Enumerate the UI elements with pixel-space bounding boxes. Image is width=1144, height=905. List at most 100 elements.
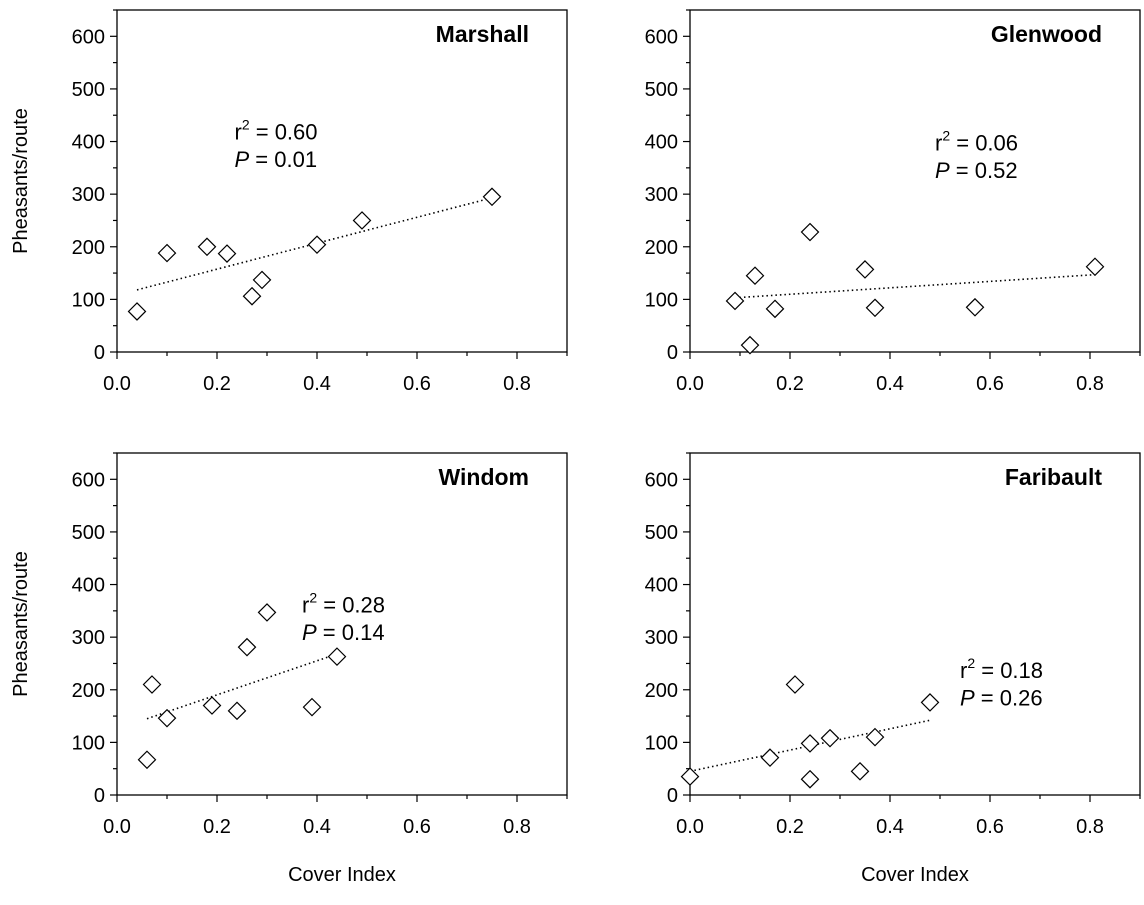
panel-title: Glenwood bbox=[991, 21, 1102, 47]
data-point-diamond bbox=[127, 302, 147, 321]
x-tick-label: 0.0 bbox=[676, 373, 704, 395]
p-value-annotation: P = 0.26 bbox=[960, 686, 1043, 711]
data-point-diamond bbox=[850, 761, 870, 781]
data-point-diamond bbox=[482, 187, 502, 207]
data-point-diamond bbox=[785, 675, 805, 694]
y-tick-label: 100 bbox=[72, 732, 105, 754]
p-symbol: P bbox=[235, 147, 250, 172]
data-point-diamond bbox=[327, 647, 347, 666]
x-tick-label: 0.0 bbox=[103, 373, 131, 395]
y-tick-label: 200 bbox=[72, 680, 105, 702]
y-tick-label: 600 bbox=[72, 469, 105, 491]
y-tick-label: 300 bbox=[645, 627, 678, 649]
x-tick-label: 0.4 bbox=[303, 373, 331, 395]
y-axis-label: Pheasants/route bbox=[10, 108, 32, 254]
data-point-diamond bbox=[137, 750, 157, 770]
r-symbol: r bbox=[935, 130, 942, 155]
data-point-diamond bbox=[800, 222, 820, 242]
data-point-diamond bbox=[765, 299, 785, 319]
x-tick-label: 0.2 bbox=[203, 373, 231, 395]
y-tick-label: 400 bbox=[645, 132, 678, 154]
p-symbol: P bbox=[960, 686, 975, 711]
data-point-diamond bbox=[257, 603, 277, 622]
y-tick-label: 300 bbox=[72, 627, 105, 649]
x-tick-label: 0.6 bbox=[403, 816, 431, 838]
data-point-diamond bbox=[740, 335, 760, 355]
p-value-annotation: P = 0.14 bbox=[302, 620, 385, 645]
panel-windom: 0 100 200 300 400 500 600 0.0 0.2 0.4 0.6 0.8 Windom… bbox=[10, 452, 568, 886]
y-tick-label: 400 bbox=[645, 575, 678, 597]
y-tick-label: 0 bbox=[94, 785, 105, 807]
y-tick-label: 400 bbox=[72, 132, 105, 154]
y-tick-label: 300 bbox=[645, 184, 678, 206]
y-tick-label: 600 bbox=[645, 26, 678, 48]
data-point-diamond bbox=[157, 243, 177, 263]
data-point-diamond bbox=[760, 748, 780, 767]
r-squared-annotation: r2 = 0.18 bbox=[960, 655, 1043, 683]
p-value: = 0.52 bbox=[950, 158, 1018, 183]
data-point-diamond bbox=[352, 211, 372, 230]
x-axis-label: Cover Index bbox=[861, 864, 969, 886]
data-point-diamond bbox=[217, 244, 237, 263]
r-symbol: r bbox=[302, 592, 309, 617]
y-tick-label: 0 bbox=[94, 342, 105, 364]
r-squared-annotation: r2 = 0.06 bbox=[935, 127, 1018, 155]
x-tick-label: 0.2 bbox=[776, 816, 804, 838]
x-tick-label: 0.6 bbox=[403, 373, 431, 395]
data-point-diamond bbox=[202, 696, 222, 715]
panel-marshall: 0 100 200 300 400 500 600 0.0 0.2 0.4 0.6 0.8 Marsha… bbox=[10, 9, 568, 395]
p-value: = 0.01 bbox=[249, 147, 317, 172]
data-point-diamond bbox=[307, 235, 327, 255]
plot-frame bbox=[689, 452, 1141, 796]
x-tick-label: 0.0 bbox=[676, 816, 704, 838]
panel-glenwood: 0 100 200 300 400 500 600 0.0 0.2 0.4 0.6 0.8 Glenwo… bbox=[645, 9, 1141, 395]
data-point-diamond bbox=[227, 701, 247, 721]
r-squared-superscript: 2 bbox=[967, 655, 975, 671]
y-tick-label: 200 bbox=[645, 680, 678, 702]
r-squared-value: = 0.06 bbox=[950, 130, 1018, 155]
data-point-diamond bbox=[865, 298, 885, 318]
x-tick-label: 0.8 bbox=[503, 373, 531, 395]
plot-frame bbox=[116, 452, 568, 796]
data-point-diamond bbox=[855, 260, 875, 279]
x-tick-label: 0.2 bbox=[203, 816, 231, 838]
x-tick-label: 0.4 bbox=[303, 816, 331, 838]
data-point-diamond bbox=[920, 693, 940, 712]
x-tick-label: 0.4 bbox=[876, 373, 904, 395]
data-point-diamond bbox=[252, 270, 272, 290]
r-symbol: r bbox=[235, 119, 242, 144]
r-squared-superscript: 2 bbox=[942, 127, 950, 143]
y-tick-label: 500 bbox=[72, 522, 105, 544]
y-tick-label: 400 bbox=[72, 575, 105, 597]
regression-line bbox=[146, 653, 338, 720]
y-tick-label: 200 bbox=[645, 237, 678, 259]
panel-title: Marshall bbox=[436, 21, 529, 47]
r-squared-value: = 0.18 bbox=[975, 658, 1043, 683]
y-tick-label: 0 bbox=[667, 342, 678, 364]
data-point-diamond bbox=[800, 734, 820, 753]
x-tick-label: 0.8 bbox=[1076, 373, 1104, 395]
data-point-diamond bbox=[157, 708, 177, 728]
x-tick-label: 0.4 bbox=[876, 816, 904, 838]
data-point-diamond bbox=[745, 266, 765, 286]
y-tick-label: 100 bbox=[645, 289, 678, 311]
plot-frame bbox=[689, 9, 1141, 353]
x-tick-label: 0.2 bbox=[776, 373, 804, 395]
panel-title: Windom bbox=[439, 464, 530, 490]
x-tick-label: 0.6 bbox=[976, 373, 1004, 395]
panel-faribault: 0 100 200 300 400 500 600 0.0 0.2 0.4 0.6 0.8 Fariba… bbox=[645, 452, 1141, 886]
x-tick-label: 0.6 bbox=[976, 816, 1004, 838]
data-point-diamond bbox=[680, 767, 700, 786]
r-squared-value: = 0.60 bbox=[250, 119, 318, 144]
y-tick-label: 500 bbox=[645, 79, 678, 101]
y-tick-label: 500 bbox=[72, 79, 105, 101]
p-value: = 0.14 bbox=[317, 620, 385, 645]
y-tick-label: 100 bbox=[645, 732, 678, 754]
p-value-annotation: P = 0.52 bbox=[935, 158, 1018, 183]
data-point-diamond bbox=[237, 637, 257, 657]
r-symbol: r bbox=[960, 658, 967, 683]
plot-frame bbox=[116, 9, 568, 353]
y-tick-label: 600 bbox=[645, 469, 678, 491]
x-tick-label: 0.0 bbox=[103, 816, 131, 838]
